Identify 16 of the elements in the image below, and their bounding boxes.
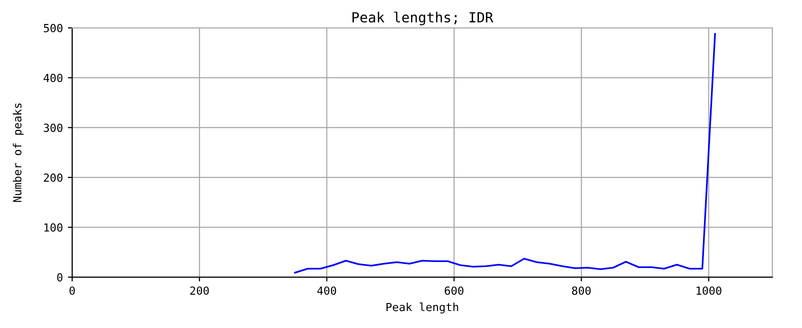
x-tick-label: 800 bbox=[572, 286, 591, 295]
x-tick-label: 1000 bbox=[696, 286, 722, 295]
x-axis-title: Peak length bbox=[386, 302, 458, 314]
y-tick-label: 200 bbox=[44, 173, 62, 182]
line-series bbox=[294, 33, 716, 274]
y-tick-label: 300 bbox=[44, 124, 62, 132]
x-tick-label: 400 bbox=[317, 286, 336, 295]
x-tick-label: 0 bbox=[70, 286, 75, 295]
chart-title: Peak lengths; IDR bbox=[352, 12, 494, 26]
y-tick-label: 100 bbox=[44, 223, 62, 232]
x-tick-label: 600 bbox=[444, 286, 464, 295]
y-axis-title: Number of peaks bbox=[12, 103, 24, 202]
y-tick-label: 0 bbox=[57, 273, 62, 282]
y-tick-label: 500 bbox=[44, 24, 62, 32]
x-tick-label: 200 bbox=[190, 286, 209, 295]
y-tick-label: 400 bbox=[44, 74, 62, 82]
